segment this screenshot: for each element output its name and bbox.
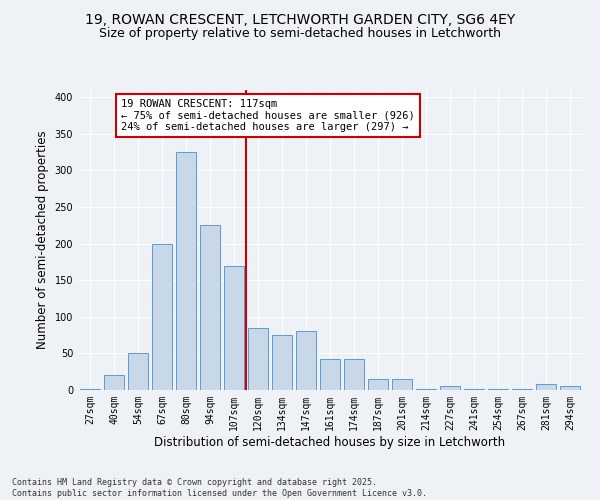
Text: 19 ROWAN CRESCENT: 117sqm
← 75% of semi-detached houses are smaller (926)
24% of: 19 ROWAN CRESCENT: 117sqm ← 75% of semi-…	[121, 99, 415, 132]
Bar	[152, 244, 172, 390]
Bar	[104, 376, 124, 390]
Bar	[344, 360, 364, 390]
Bar	[296, 332, 316, 390]
Bar	[536, 384, 556, 390]
Bar	[272, 335, 292, 390]
Bar	[464, 388, 484, 390]
Bar	[224, 266, 244, 390]
Bar	[248, 328, 268, 390]
Bar	[392, 379, 412, 390]
X-axis label: Distribution of semi-detached houses by size in Letchworth: Distribution of semi-detached houses by …	[154, 436, 506, 448]
Bar	[80, 388, 100, 390]
Bar	[128, 354, 148, 390]
Text: Size of property relative to semi-detached houses in Letchworth: Size of property relative to semi-detach…	[99, 28, 501, 40]
Bar	[512, 388, 532, 390]
Y-axis label: Number of semi-detached properties: Number of semi-detached properties	[36, 130, 49, 350]
Bar	[200, 226, 220, 390]
Bar	[368, 379, 388, 390]
Bar	[560, 386, 580, 390]
Bar	[488, 388, 508, 390]
Text: 19, ROWAN CRESCENT, LETCHWORTH GARDEN CITY, SG6 4EY: 19, ROWAN CRESCENT, LETCHWORTH GARDEN CI…	[85, 12, 515, 26]
Bar	[176, 152, 196, 390]
Text: Contains HM Land Registry data © Crown copyright and database right 2025.
Contai: Contains HM Land Registry data © Crown c…	[12, 478, 427, 498]
Bar	[320, 360, 340, 390]
Bar	[440, 386, 460, 390]
Bar	[416, 388, 436, 390]
